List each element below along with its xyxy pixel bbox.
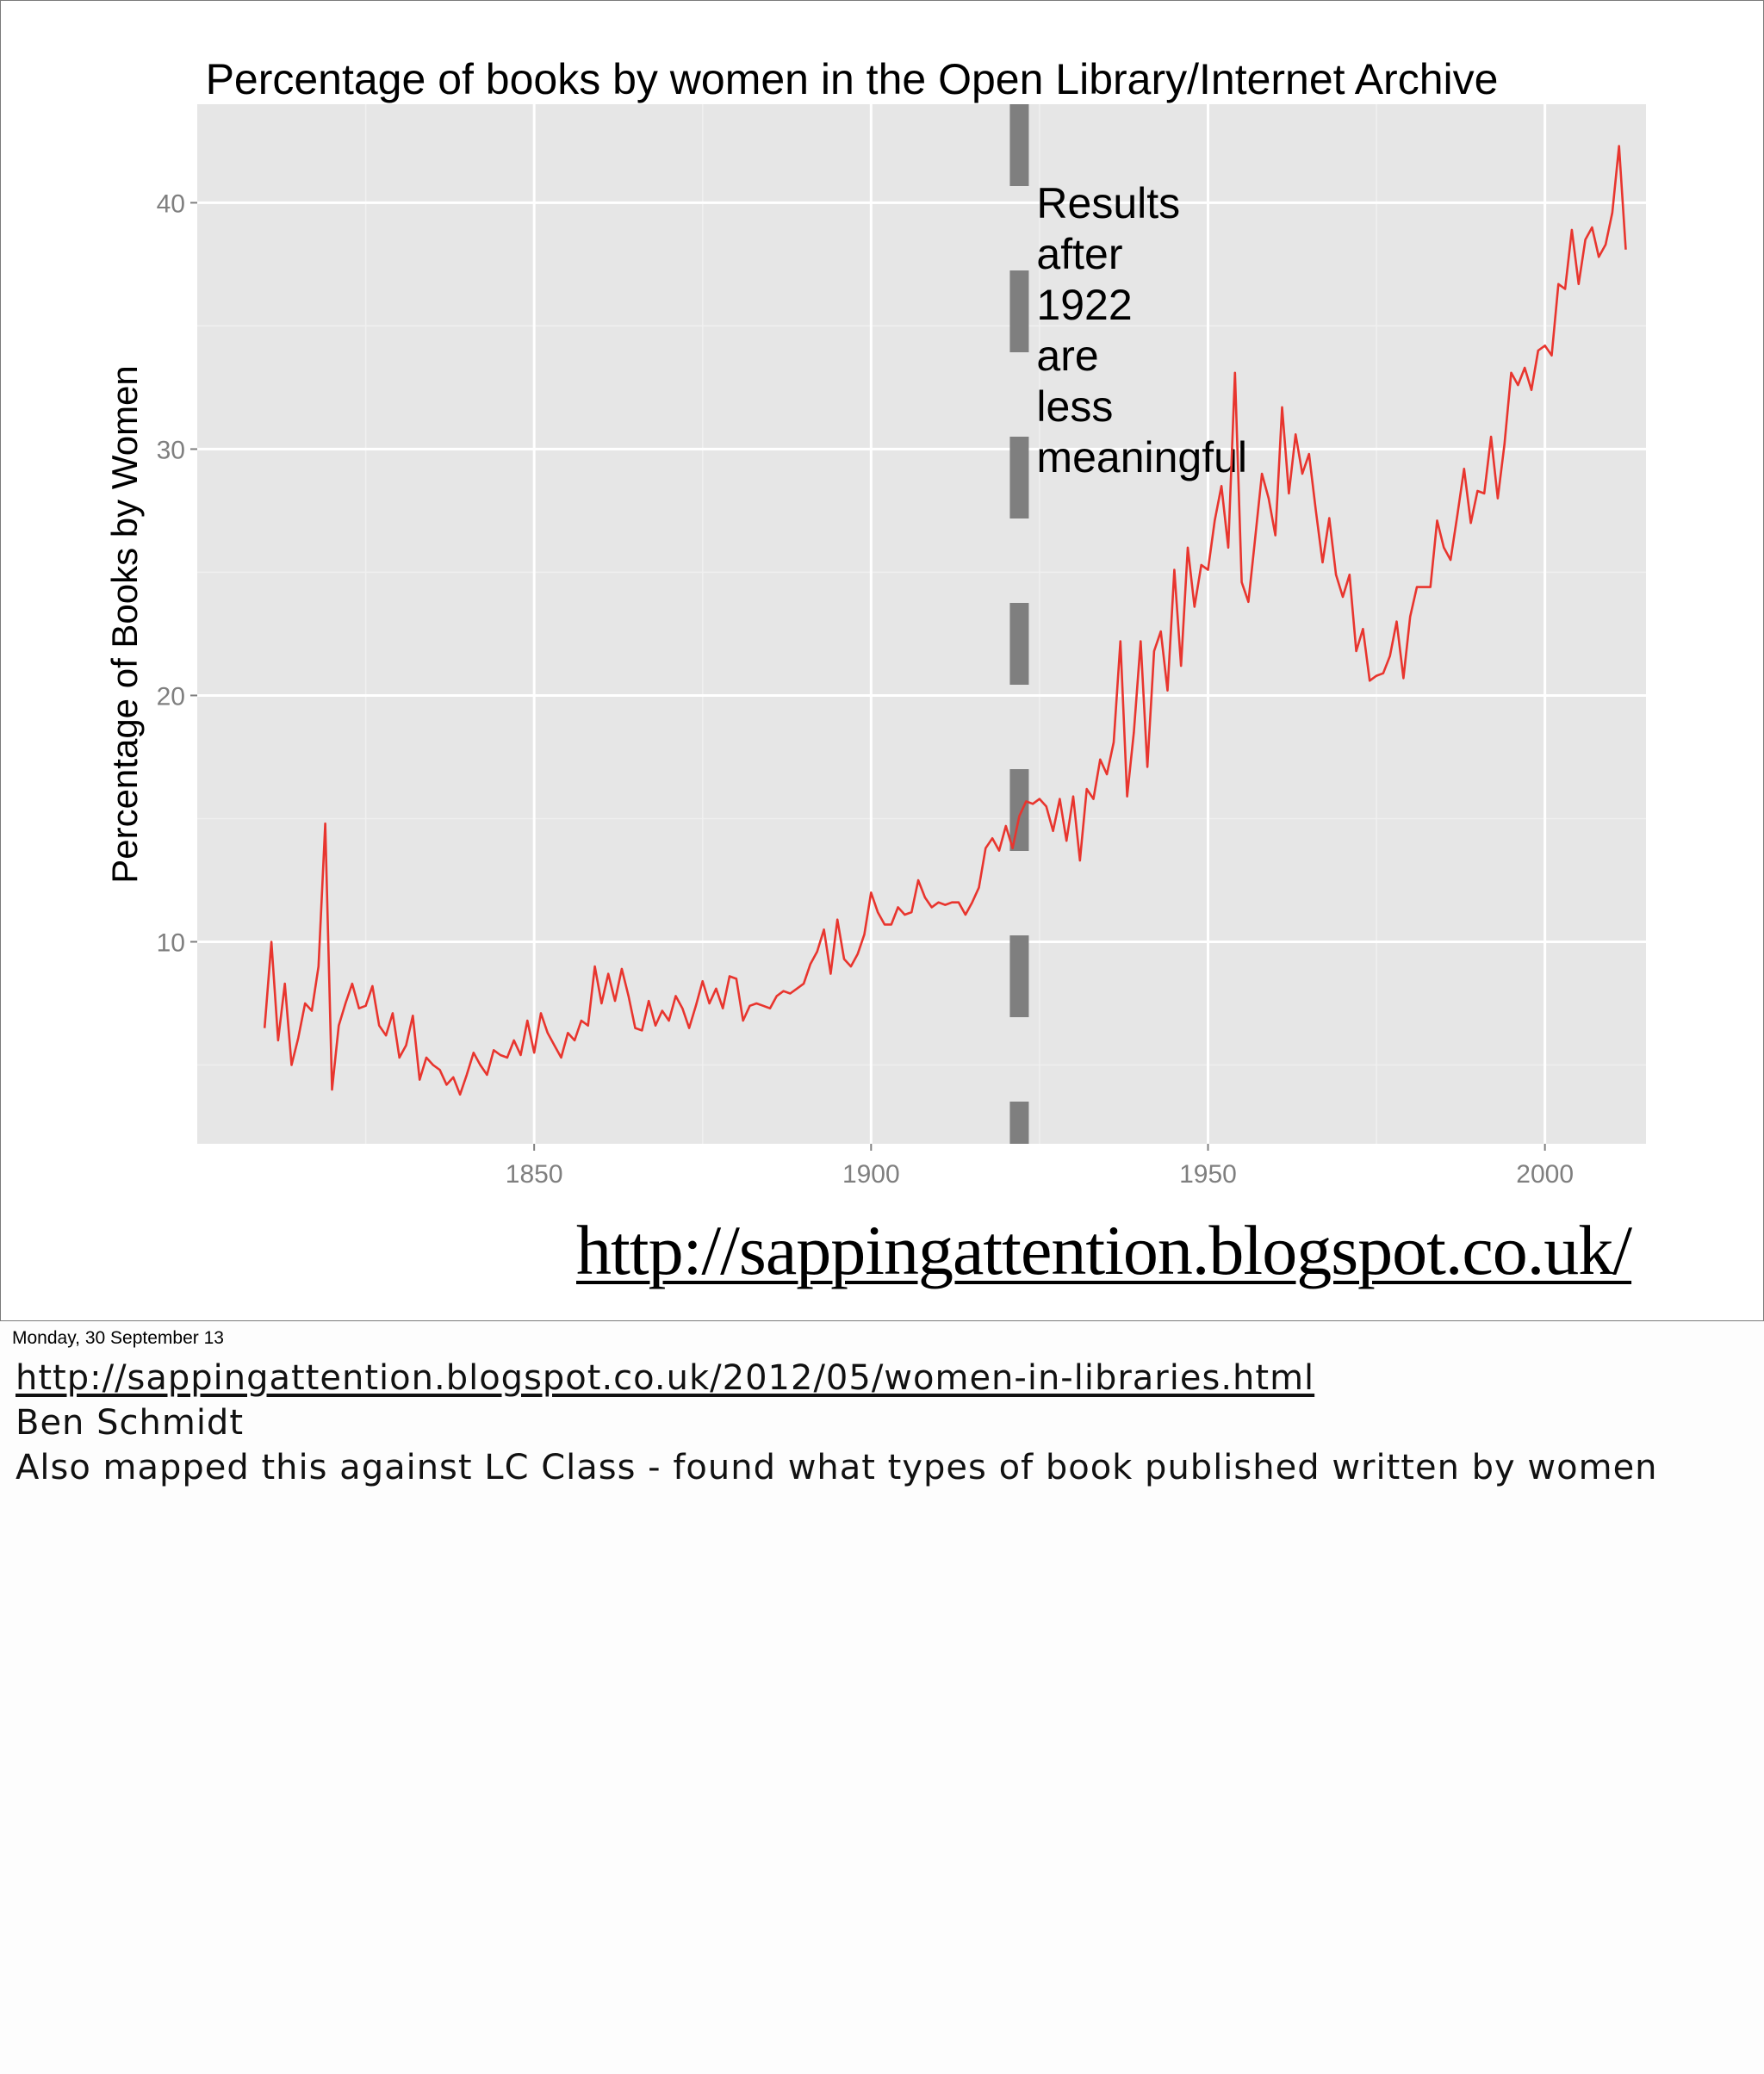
series-line: [263, 145, 1627, 1096]
y-tick-label: 30: [157, 436, 185, 464]
annotation-line: are: [1036, 332, 1098, 380]
y-axis-label: Percentage of Books by Women: [104, 365, 145, 884]
x-axis-ticks: 1850 1900 1950 2000: [506, 1144, 1574, 1189]
x-tick-label: 1900: [842, 1160, 900, 1189]
y-axis-ticks: 10 20 30 40: [157, 189, 197, 957]
annotation-line: after: [1036, 230, 1122, 278]
annotation-line: less: [1036, 382, 1113, 431]
slide-link[interactable]: http://sappingattention.blogspot.co.uk/: [576, 1211, 1632, 1289]
plot-background: [197, 104, 1646, 1144]
annotation-line: Results: [1036, 179, 1180, 227]
annotation-line: meaningful: [1036, 433, 1247, 481]
x-tick-label: 1950: [1179, 1160, 1237, 1189]
x-tick-label: 2000: [1516, 1160, 1574, 1189]
notes-author: Ben Schmidt: [16, 1403, 245, 1443]
notes-text: Also mapped this against LC Class - foun…: [16, 1448, 1658, 1487]
y-tick-label: 20: [157, 682, 185, 711]
speaker-notes: http://sappingattention.blogspot.co.uk/2…: [16, 1356, 1658, 1490]
grid-minor: [197, 104, 1646, 1144]
y-tick-label: 40: [157, 189, 185, 218]
y-tick-label: 10: [157, 928, 185, 957]
slide: Percentage of books by women in the Open…: [0, 0, 1764, 1321]
slide-date: Monday, 30 September 13: [12, 1328, 224, 1348]
grid-major: [197, 104, 1646, 1144]
chart-title: Percentage of books by women in the Open…: [206, 55, 1499, 103]
chart: Percentage of books by women in the Open…: [104, 55, 1646, 1189]
notes-link[interactable]: http://sappingattention.blogspot.co.uk/2…: [16, 1358, 1315, 1398]
annotation-line: 1922: [1036, 281, 1132, 329]
x-tick-label: 1850: [506, 1160, 563, 1189]
